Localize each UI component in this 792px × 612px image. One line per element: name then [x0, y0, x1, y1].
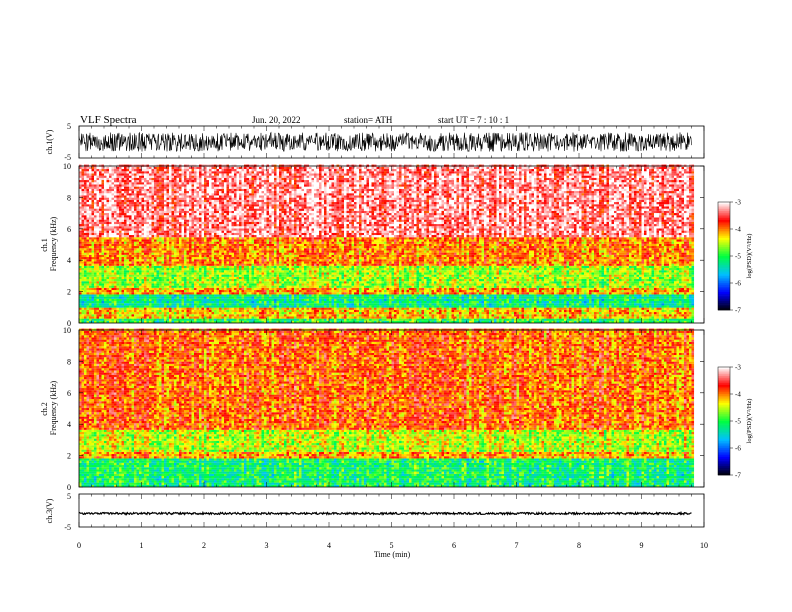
time-axis-tick-labels: 0 1 2 3 4 5 6 7 8 9 10 [77, 541, 708, 550]
time-tick-label-0: 0 [77, 541, 81, 550]
cbar2-tick-3: -6 [735, 445, 741, 453]
ch1-waveform-panel: 5 -5 ch.1(V) [45, 122, 705, 162]
ch2-ylabel-line1: ch.2 [40, 402, 49, 416]
ch2-ylabel-line2: Frequency (kHz) [49, 380, 58, 435]
spec2-ytick-4: 8 [67, 357, 71, 366]
ch3-waveform-panel: 5 -5 ch.3(V) [45, 492, 705, 532]
time-tick-label-5: 5 [390, 541, 394, 550]
spec1-ytick-2: 4 [67, 256, 71, 265]
time-tick-label-1: 1 [140, 541, 144, 550]
cbar2-tick-2: -5 [735, 418, 741, 426]
spec2-ytick-2: 4 [67, 420, 71, 429]
spec1-ytick-1: 2 [67, 288, 71, 297]
time-tick-label-3: 3 [265, 541, 269, 550]
ch3-ytick-bottom: -5 [64, 523, 71, 532]
ch1-waveform-trace [78, 131, 692, 153]
spec1-ytick-5: 10 [63, 162, 71, 171]
ch2-spectrogram-panel: 0 2 4 6 8 10 ch.2 Frequency (kHz) [40, 326, 705, 492]
time-tick-label-9: 9 [640, 541, 644, 550]
spec1-ytick-0: 0 [67, 319, 71, 328]
cbar1-tick-3: -6 [735, 280, 741, 288]
cbar1-tick-2: -5 [735, 253, 741, 261]
time-tick-label-8: 8 [577, 541, 581, 550]
ch2-spectrogram-yticks: 0 2 4 6 8 10 [63, 326, 704, 492]
ch1-ytick-top: 5 [67, 122, 71, 131]
ch1-spectrogram-image [79, 164, 695, 324]
ch2-spectrogram-image [79, 328, 695, 488]
time-axis-label: Time (min) [374, 550, 411, 559]
cbar1-tick-1: -4 [735, 226, 741, 234]
time-tick-label-2: 2 [202, 541, 206, 550]
ch2-spectrogram-ylabel: ch.2 Frequency (kHz) [40, 380, 58, 435]
time-tick-label-10: 10 [700, 541, 708, 550]
time-tick-label-4: 4 [327, 541, 331, 550]
time-tick-label-6: 6 [452, 541, 456, 550]
spec2-ytick-1: 2 [67, 452, 71, 461]
ch1-ylabel-line2: Frequency (kHz) [49, 216, 58, 271]
cbar2-label: log(PSD)(V²/Hz) [746, 399, 753, 444]
cbar1-tick-0: -3 [735, 199, 741, 207]
ch1-waveform-ylabel: ch.1(V) [45, 129, 54, 154]
ch1-spectrogram-panel: 0 2 4 6 8 10 ch.1 Frequency (kHz) [40, 162, 705, 328]
spec1-ytick-4: 8 [67, 193, 71, 202]
ch1-spectrogram-yticks: 0 2 4 6 8 10 [63, 162, 704, 328]
cbar2-tick-4: -7 [735, 472, 741, 480]
spec2-ytick-3: 6 [67, 389, 71, 398]
start-time-label: start UT = 7 : 10 : 1 [438, 115, 509, 125]
ch1-ylabel-line1: ch.1 [40, 238, 49, 252]
ch3-waveform-trace [78, 510, 692, 516]
ch3-waveform-ylabel: ch.3(V) [45, 498, 54, 523]
cbar1-tick-4: -7 [735, 307, 741, 315]
spec2-ytick-0: 0 [67, 483, 71, 492]
spec1-ytick-3: 6 [67, 225, 71, 234]
cbar2-tick-1: -4 [735, 391, 741, 399]
ch2-colorbar: -3 -4 -5 -6 -7 log(PSD)(V²/Hz) [717, 364, 753, 480]
ch1-colorbar: -3 -4 -5 -6 -7 log(PSD)(V²/Hz) [717, 199, 753, 315]
time-axis-ticks [78, 126, 705, 527]
figure-title: VLF Spectra [80, 114, 137, 126]
station-label: station= ATH [344, 115, 393, 125]
ch1-ytick-bottom: -5 [64, 153, 71, 162]
ch1-spectrogram-ylabel: ch.1 Frequency (kHz) [40, 216, 58, 271]
spec2-ytick-5: 10 [63, 326, 71, 335]
cbar1-label: log(PSD)(V²/Hz) [746, 234, 753, 279]
time-tick-label-7: 7 [515, 541, 519, 550]
cbar2-tick-0: -3 [735, 364, 741, 372]
ch3-ytick-top: 5 [67, 492, 71, 501]
date-label: Jun. 20, 2022 [252, 115, 301, 125]
